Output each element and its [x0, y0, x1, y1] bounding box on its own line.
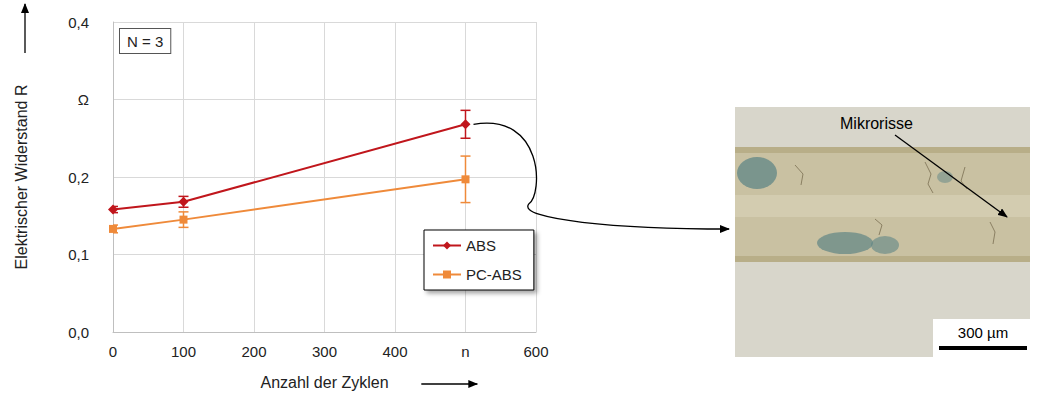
svg-text:600: 600	[523, 343, 548, 360]
svg-text:400: 400	[382, 343, 407, 360]
svg-text:Mikrorisse: Mikrorisse	[840, 115, 913, 132]
svg-text:Elektrischer Widerstand R: Elektrischer Widerstand R	[13, 85, 30, 270]
svg-text:0,4: 0,4	[68, 14, 89, 31]
svg-text:Ω: Ω	[78, 91, 89, 108]
svg-text:0,0: 0,0	[68, 324, 89, 341]
svg-text:0,1: 0,1	[68, 246, 89, 263]
svg-text:Anzahl der Zyklen: Anzahl der Zyklen	[260, 374, 388, 391]
svg-text:300: 300	[312, 343, 337, 360]
svg-text:PC-ABS: PC-ABS	[466, 266, 522, 283]
svg-text:0: 0	[109, 343, 117, 360]
svg-text:300 µm: 300 µm	[958, 324, 1008, 341]
svg-text:100: 100	[171, 343, 196, 360]
svg-text:200: 200	[241, 343, 266, 360]
svg-text:N = 3: N = 3	[127, 33, 163, 50]
svg-text:n: n	[461, 343, 469, 360]
svg-text:ABS: ABS	[466, 237, 496, 254]
svg-text:0,2: 0,2	[68, 169, 89, 186]
